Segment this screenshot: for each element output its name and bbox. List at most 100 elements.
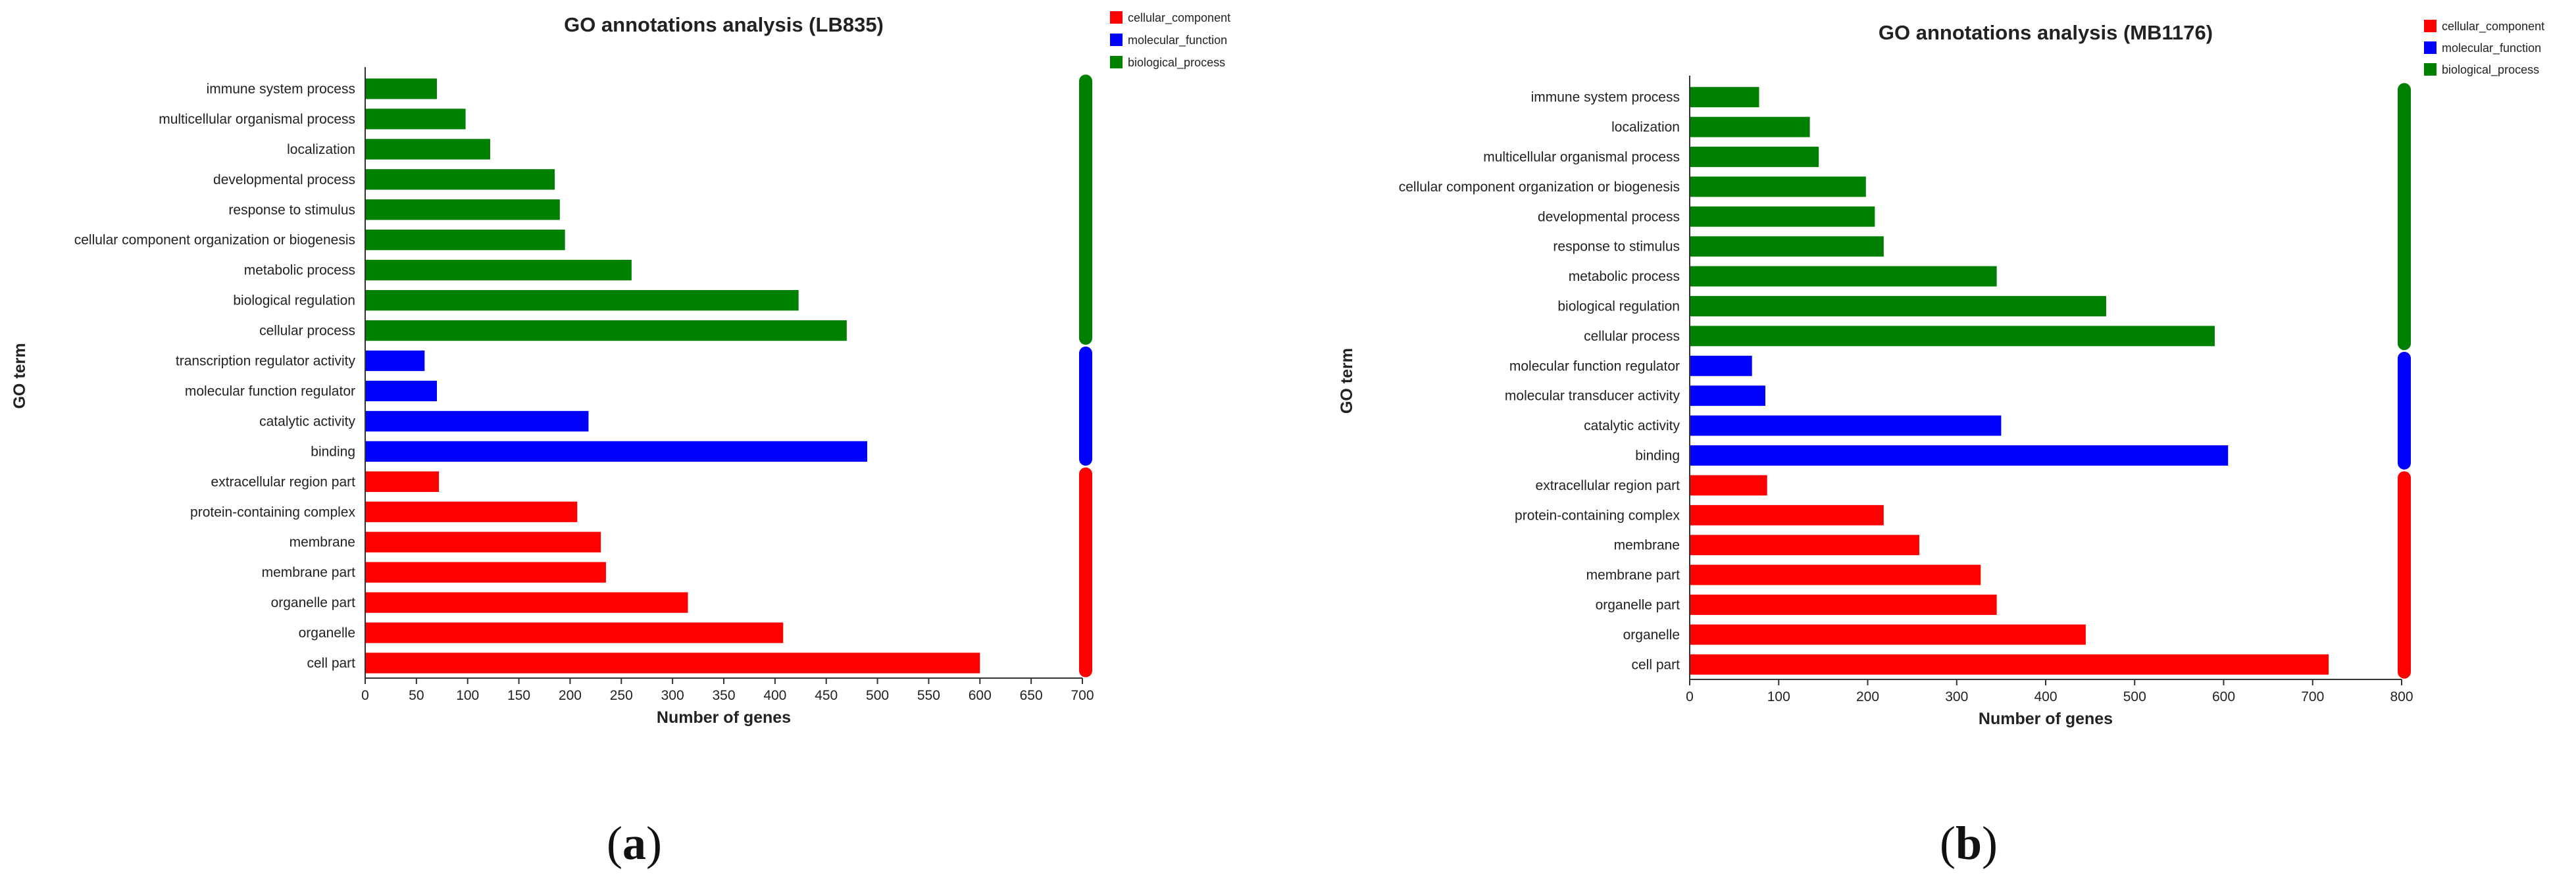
bar-cell-part <box>365 652 980 674</box>
bar-membrane <box>365 531 601 552</box>
category-label: metabolic process <box>1569 269 1680 284</box>
bar-binding <box>1690 445 2229 466</box>
bar-response-to-stimulus <box>365 199 560 220</box>
x-tick-label: 100 <box>456 688 479 703</box>
x-tick-label: 700 <box>2301 689 2324 704</box>
legend-swatch-cellular-component <box>1110 11 1123 24</box>
bar-multicellular-organismal-process <box>365 109 466 130</box>
legend-label-molecular-function: molecular_function <box>1128 34 1227 47</box>
bar-metabolic-process <box>1690 266 1997 287</box>
group-bracket-biological-process <box>1079 74 1092 345</box>
bar-protein-containing-complex <box>1690 504 1884 526</box>
bar-response-to-stimulus <box>1690 236 1884 257</box>
x-axis-label: Number of genes <box>657 708 791 727</box>
legend-label-cellular-component: cellular_component <box>2442 20 2544 34</box>
legend-swatch-biological-process <box>2424 63 2437 76</box>
category-label: localization <box>287 142 355 157</box>
category-label: localization <box>1611 120 1680 135</box>
bar-molecular-function-regulator <box>365 380 437 402</box>
x-tick-label: 550 <box>917 688 940 703</box>
category-label: binding <box>311 444 355 459</box>
bar-extracellular-region-part <box>1690 475 1767 496</box>
category-label: cellular process <box>1584 329 1680 344</box>
category-label: response to stimulus <box>1553 239 1680 255</box>
category-label: extracellular region part <box>211 474 356 489</box>
bar-cellular-component-organization-or-biogenesis <box>1690 176 1866 197</box>
bar-transcription-regulator-activity <box>365 350 425 372</box>
x-tick-label: 600 <box>969 688 992 703</box>
category-label: cellular component organization or bioge… <box>1399 180 1680 195</box>
chart-title: GO annotations analysis (LB835) <box>564 13 884 36</box>
x-tick-label: 700 <box>1071 688 1094 703</box>
category-label: cell part <box>307 656 355 671</box>
bar-organelle-part <box>365 592 688 613</box>
legend-swatch-biological-process <box>1110 56 1123 68</box>
bar-cellular-component-organization-or-biogenesis <box>365 230 565 251</box>
category-label: immune system process <box>1531 90 1680 105</box>
category-label: binding <box>1635 449 1680 464</box>
category-label: catalytic activity <box>1584 418 1680 433</box>
x-tick-label: 0 <box>361 688 369 703</box>
x-tick-label: 400 <box>763 688 786 703</box>
chart-panel-a: GO annotations analysis (LB835) immune sy… <box>11 11 1230 870</box>
x-tick-label: 350 <box>712 688 735 703</box>
category-label: organelle <box>299 625 355 641</box>
category-label: organelle part <box>271 595 356 610</box>
bar-membrane-part <box>365 562 606 583</box>
legend-label-biological-process: biological_process <box>2442 63 2539 77</box>
category-label: transcription regulator activity <box>176 354 356 369</box>
category-label: molecular function regulator <box>185 383 355 399</box>
legend-label-cellular-component: cellular_component <box>1128 11 1230 25</box>
category-label: multicellular organismal process <box>159 112 355 127</box>
x-tick-label: 600 <box>2212 689 2235 704</box>
x-tick-label: 200 <box>559 688 582 703</box>
y-axis-label: GO term <box>11 343 29 408</box>
bar-binding <box>365 441 867 462</box>
x-tick-label: 450 <box>815 688 838 703</box>
x-tick-label: 250 <box>610 688 633 703</box>
category-label: response to stimulus <box>228 203 355 218</box>
y-axis-label: GO term <box>1338 348 1356 414</box>
legend-label-biological-process: biological_process <box>1128 56 1225 70</box>
bar-cell-part <box>1690 654 2329 675</box>
group-bracket-cellular-component <box>2398 471 2411 679</box>
legend-label-molecular-function: molecular_function <box>2442 41 2541 55</box>
category-label: developmental process <box>1538 209 1680 224</box>
bar-catalytic-activity <box>1690 415 2002 436</box>
category-label: cellular process <box>259 324 355 339</box>
x-tick-label: 100 <box>1767 689 1790 704</box>
bar-biological-regulation <box>1690 296 2106 316</box>
bar-immune-system-process <box>365 78 437 99</box>
bar-developmental-process <box>365 169 555 190</box>
bar-protein-containing-complex <box>365 501 578 522</box>
x-tick-label: 500 <box>2123 689 2146 704</box>
category-label: organelle part <box>1596 598 1680 613</box>
bar-multicellular-organismal-process <box>1690 147 1819 167</box>
panel-label: (a) <box>607 817 662 870</box>
category-label: membrane part <box>262 565 356 580</box>
category-label: organelle <box>1623 627 1680 643</box>
category-label: membrane <box>1614 538 1680 553</box>
category-label: biological regulation <box>1557 299 1680 314</box>
bar-organelle <box>365 622 784 643</box>
x-axis-label: Number of genes <box>1979 710 2113 728</box>
category-label: metabolic process <box>244 263 355 278</box>
group-bracket-biological-process <box>2398 83 2411 351</box>
bar-catalytic-activity <box>365 410 589 432</box>
group-bracket-molecular-function <box>1079 346 1092 466</box>
group-bracket-molecular-function <box>2398 351 2411 470</box>
bar-developmental-process <box>1690 206 1875 227</box>
chart-title: GO annotations analysis (MB1176) <box>1879 21 2213 44</box>
bar-cellular-process <box>1690 326 2215 347</box>
x-tick-label: 150 <box>507 688 530 703</box>
category-label: multicellular organismal process <box>1483 150 1680 165</box>
category-label: membrane <box>290 535 355 550</box>
bar-molecular-transducer-activity <box>1690 385 1765 406</box>
bar-membrane <box>1690 535 1919 556</box>
panel-label: (b) <box>1940 817 1998 870</box>
x-tick-label: 200 <box>1856 689 1879 704</box>
bar-localization <box>365 139 490 160</box>
bar-organelle <box>1690 624 2086 645</box>
bar-extracellular-region-part <box>365 471 440 492</box>
